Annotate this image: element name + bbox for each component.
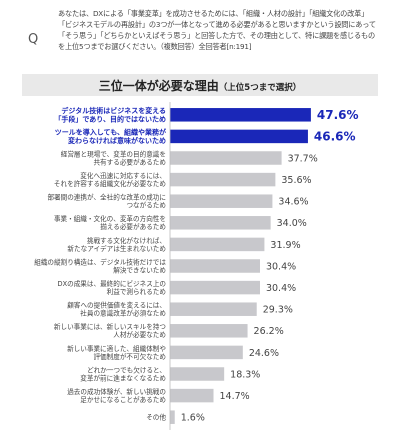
category-label-0: デジタル技術はビジネスを変える「手段」であり、目的ではないため [54, 106, 166, 123]
bar-10 [170, 324, 248, 338]
bar-9 [170, 302, 257, 316]
bar-7 [170, 259, 260, 273]
value-label-14: 1.6% [181, 413, 205, 424]
question-text: あなたは、DXによる「事業変革」を成功させるためには、「組織・人材の設計」「組織… [58, 9, 376, 51]
question-mark: Q [28, 32, 39, 47]
value-label-7: 30.4% [266, 261, 296, 272]
value-label-2: 37.7% [288, 153, 318, 164]
value-label-1: 46.6% [314, 129, 356, 143]
chart-title: 三位一体が必要な理由 [98, 79, 219, 93]
value-label-0: 47.6% [317, 108, 359, 122]
category-label-4: 部署間の連携が、全社的な改革の成功につながるため [47, 193, 166, 210]
category-label-13: 過去の成功体験が、新しい挑戦の足かせになることがあるため [67, 387, 166, 404]
value-label-9: 29.3% [263, 305, 293, 316]
value-label-8: 30.4% [266, 283, 296, 294]
value-label-11: 24.6% [249, 348, 279, 359]
chart-title-banner: 三位一体が必要な理由（上位5つまで選択） [22, 74, 378, 96]
value-label-5: 34.0% [277, 218, 307, 229]
category-label-1: ツールを導入しても、組織や業務が変わらなければ意味がないため [55, 128, 166, 145]
category-label-7: 組織の縦割り構造は、デジタル技術だけでは解決できないため [34, 257, 166, 274]
category-label-6: 挑戦する文化がなければ、新たなアイデアは生まれないため [67, 236, 166, 253]
category-label-10: 新しい事業には、新しいスキルを持つ人材が必要なため [54, 322, 166, 339]
bar-8 [170, 280, 260, 295]
bar-11 [170, 345, 243, 360]
category-label-11: 新しい事業に適した、組織体制や評価制度が不可欠なため [67, 344, 166, 361]
bar-0 [170, 108, 311, 122]
bar-3 [170, 172, 276, 187]
bar-5 [170, 216, 271, 230]
value-label-13: 14.7% [220, 391, 250, 402]
bar-14 [170, 410, 175, 424]
value-label-3: 35.6% [281, 175, 311, 186]
value-label-12: 18.3% [230, 369, 260, 380]
value-label-10: 26.2% [254, 326, 284, 337]
category-label-8: DXの成果は、最終的にビジネス上の利益で測られるため [58, 279, 167, 296]
category-label-5: 事業・組織・文化の、変革の方向性を揃える必要があるため [54, 214, 166, 231]
bar-4 [170, 194, 273, 208]
category-label-2: 経営層と現場で、変革の目的意識を共有する必要があるため [61, 149, 166, 166]
category-label-12: どれか一つでも欠けると、変革が前に進まなくなるため [80, 365, 166, 382]
bar-12 [170, 367, 225, 381]
bar-6 [170, 237, 265, 252]
bar-2 [170, 151, 282, 165]
bar-chart: デジタル技術はビジネスを変える「手段」であり、目的ではないため 47.6% ツールを… [34, 102, 359, 430]
question-block: Q あなたは、DXによる「事業変革」を成功させるためには、「組織・人材の設計」「… [0, 0, 400, 70]
bar-1 [170, 129, 308, 144]
category-label-14: その他 [146, 413, 166, 422]
category-label-3: 変化へ迅速に対応するには、それを許容する組織文化が必要なため [54, 171, 166, 188]
category-label-9: 顧客への提供価値を変えるには、社員の意識改革が必須なため [67, 301, 166, 318]
value-label-4: 34.6% [278, 197, 308, 208]
bar-13 [170, 388, 214, 403]
value-label-6: 31.9% [270, 240, 300, 251]
chart-subtitle: （上位5つまで選択） [218, 83, 302, 93]
